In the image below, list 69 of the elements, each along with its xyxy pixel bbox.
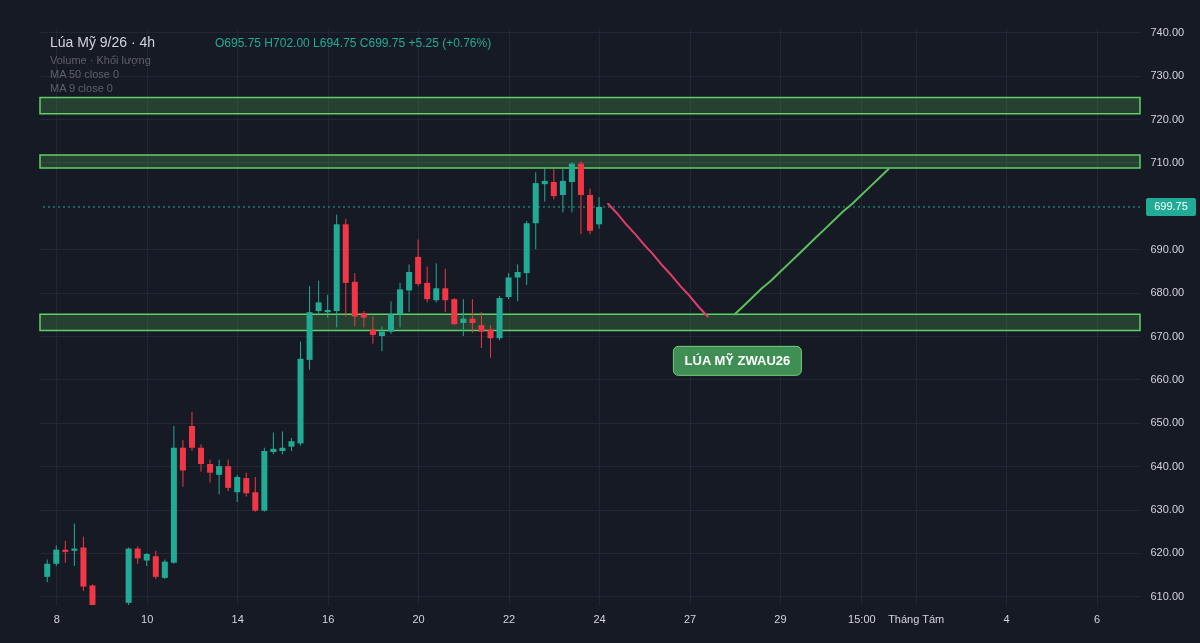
x-tick-label: 29 xyxy=(774,612,787,625)
x-tick-label: 20 xyxy=(412,612,425,625)
x-tick-label: 14 xyxy=(231,612,244,625)
candlestick xyxy=(487,324,494,359)
candlestick xyxy=(198,443,205,473)
x-tick-label: 15:00 xyxy=(848,612,876,625)
x-tick-label: 8 xyxy=(53,612,60,625)
candlestick xyxy=(243,472,250,498)
y-tick-label: 670.00 xyxy=(1150,329,1185,342)
candlestick xyxy=(152,550,159,580)
x-tick-label: 4 xyxy=(1003,612,1010,625)
x-tick-label: 27 xyxy=(683,612,697,625)
candlestick xyxy=(225,459,232,492)
y-tick-label: 690.00 xyxy=(1150,242,1185,255)
candlestick xyxy=(207,459,214,483)
text: O695.75 H702.00 L694.75 C699.75 +5.25 (+0.76%) xyxy=(215,36,492,50)
x-tick-label: 10 xyxy=(141,612,154,625)
x-tick-label: 16 xyxy=(322,612,335,625)
candlestick xyxy=(161,558,168,580)
candlestick xyxy=(406,263,413,313)
candlestick xyxy=(514,263,521,302)
y-tick-label: 660.00 xyxy=(1150,372,1185,385)
y-tick-label: 730.00 xyxy=(1150,69,1185,82)
candlestick xyxy=(234,474,241,503)
candlestick xyxy=(324,294,331,319)
candlestick xyxy=(216,459,223,495)
y-tick-label: 620.00 xyxy=(1150,546,1185,559)
candlestick xyxy=(550,168,557,200)
y-tick-label: 710.00 xyxy=(1150,155,1185,168)
y-tick-label: 630.00 xyxy=(1150,503,1185,516)
candlestick xyxy=(179,439,186,488)
candlestick xyxy=(315,280,322,314)
y-tick-label: 610.00 xyxy=(1150,589,1185,602)
y-tick-label: 740.00 xyxy=(1150,25,1185,38)
y-tick-label: 650.00 xyxy=(1150,416,1185,429)
candlestick xyxy=(369,316,376,345)
line-series xyxy=(607,202,709,318)
candlestick xyxy=(188,411,195,452)
candlestick xyxy=(424,266,431,303)
x-tick-label: 6 xyxy=(1094,612,1101,625)
candlestick xyxy=(378,325,385,352)
y-tick-label: 680.00 xyxy=(1150,286,1185,299)
candlestick xyxy=(478,311,485,349)
candlestick xyxy=(44,558,51,583)
candlestick xyxy=(53,544,60,567)
y-tick-label: 720.00 xyxy=(1150,112,1185,125)
candlestick xyxy=(62,540,69,564)
y-tick-label: 640.00 xyxy=(1150,459,1185,472)
line-series xyxy=(733,168,890,316)
x-tick-label: Tháng Tám xyxy=(888,612,945,625)
candlestick xyxy=(442,268,449,313)
candlestick xyxy=(71,523,78,567)
candlestick xyxy=(252,476,259,513)
annotation: LÚA MỸ ZWAU26 xyxy=(684,353,791,369)
annotation: MA 50 close 0 xyxy=(50,68,120,80)
annotation: MA 9 close 0 xyxy=(50,82,113,94)
candlestick xyxy=(505,272,512,300)
candlestick xyxy=(433,262,440,303)
chart-title: Lúa Mỹ 9/26 · 4h xyxy=(50,34,156,50)
candlestick xyxy=(270,432,277,455)
candlestick xyxy=(460,298,467,337)
annotation: Volume · Khối lượng xyxy=(50,54,151,66)
x-tick-label: 22 xyxy=(502,612,516,625)
candlestick xyxy=(541,167,548,203)
candlestick xyxy=(387,300,394,335)
ref-line-label: 699.75 xyxy=(1154,199,1188,212)
candlestick xyxy=(469,298,476,334)
x-tick-label: 24 xyxy=(593,612,606,625)
candlestick xyxy=(279,430,286,455)
